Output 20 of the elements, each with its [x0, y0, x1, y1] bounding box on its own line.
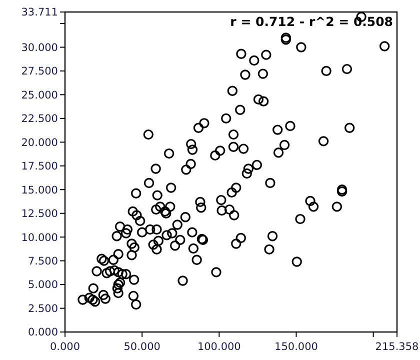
- y-tick-label: 25.000: [21, 89, 58, 102]
- x-tick-label: 215.358: [375, 341, 419, 353]
- y-tick-label: 10.000: [21, 232, 58, 244]
- y-tick-label: 17.500: [21, 160, 58, 173]
- x-tick-label: 0.000: [50, 341, 80, 353]
- y-tick-label: 22.500: [21, 113, 58, 126]
- x-tick-label: 50.000: [124, 341, 160, 353]
- y-tick-label: 30.000: [21, 42, 58, 54]
- y-tick-label: 33.711: [21, 6, 58, 19]
- y-tick-label: 15.000: [21, 184, 58, 196]
- y-tick-label: 12.500: [21, 208, 58, 220]
- x-tick-label: 150.000: [274, 341, 318, 353]
- y-tick-label: 20.000: [21, 136, 58, 149]
- y-tick-label: 27.500: [21, 66, 58, 78]
- y-tick-label: 0.000: [28, 326, 58, 339]
- annotation: r = 0.712 - r^2 = 0.508: [230, 14, 393, 29]
- x-tick-label: 100.000: [197, 341, 241, 353]
- y-tick-label: 2.500: [28, 302, 58, 315]
- y-tick-label: 7.500: [28, 255, 58, 268]
- y-tick-label: 5.000: [28, 279, 58, 292]
